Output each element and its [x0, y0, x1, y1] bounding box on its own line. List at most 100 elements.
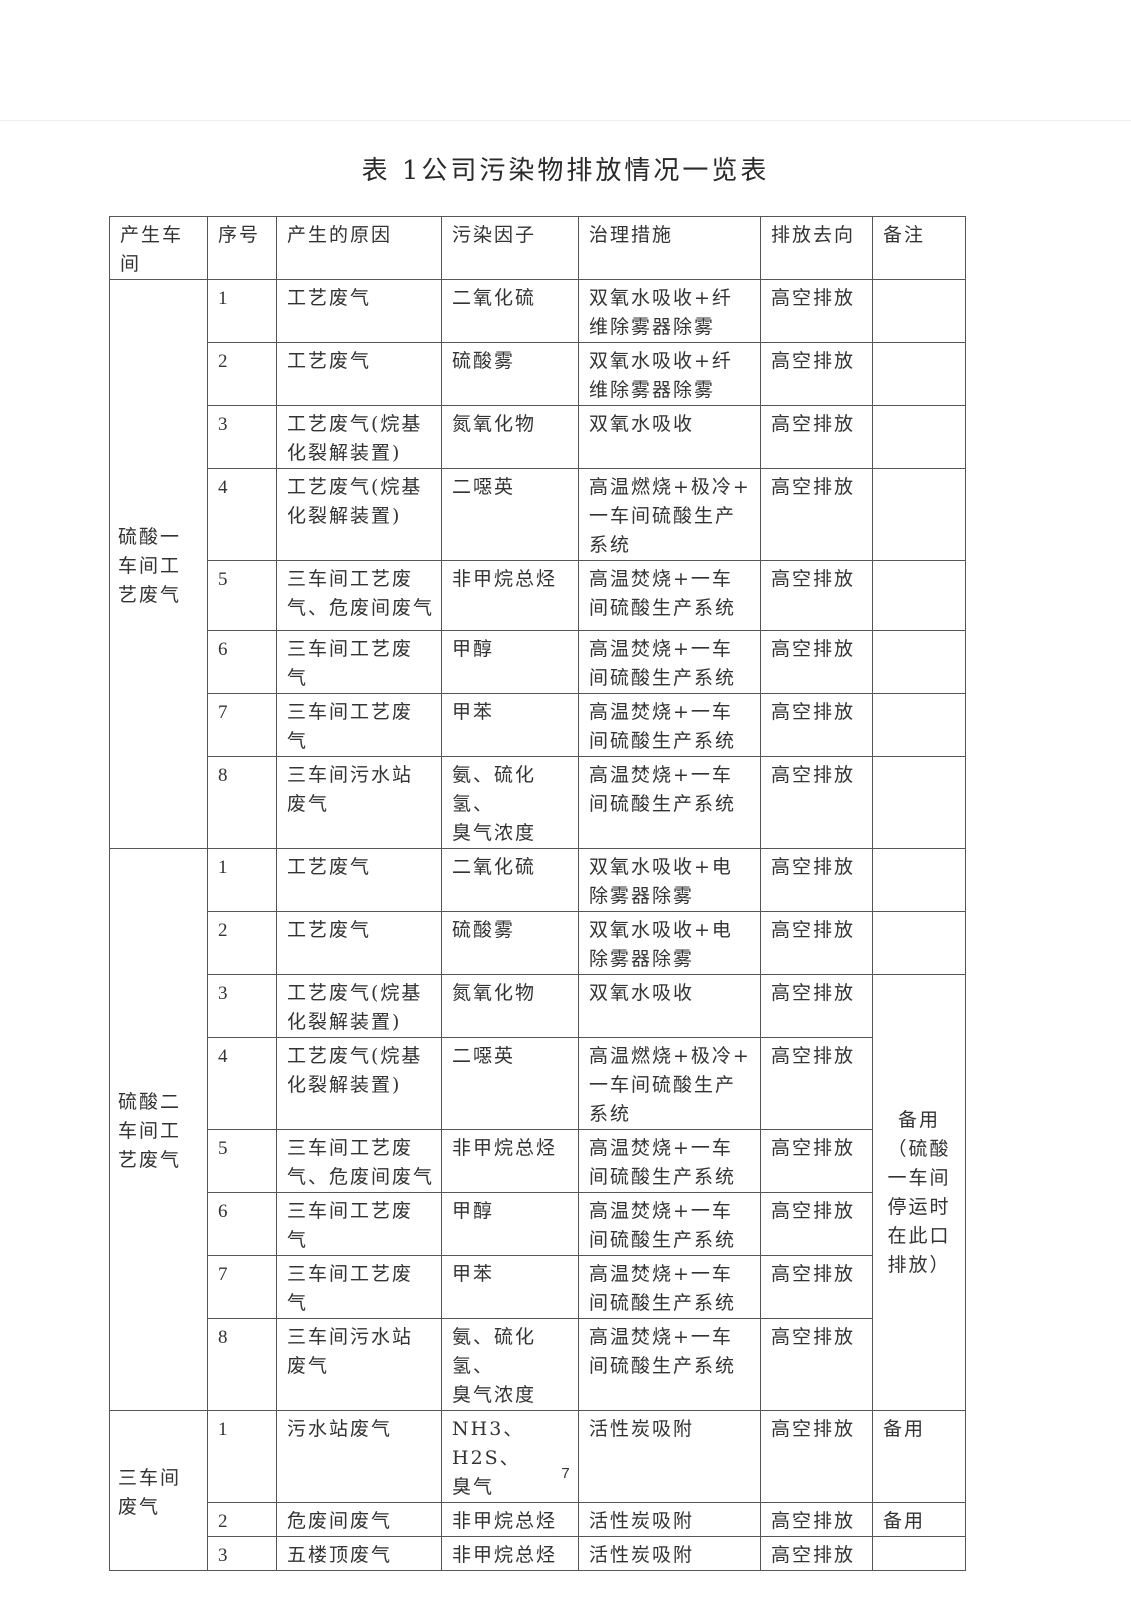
destination-cell: 高空排放: [760, 279, 873, 343]
cause-cell: 危废间废气: [276, 1502, 442, 1537]
treatment-cell: 双氧水吸收: [578, 974, 761, 1038]
treatment-cell: 活性炭吸附: [578, 1502, 761, 1537]
remark-cell: [872, 279, 966, 343]
destination-cell: 高空排放: [760, 1255, 873, 1319]
column-header: 产生的原因: [276, 216, 442, 280]
treatment-cell: 高温焚烧+一车 间硫酸生产系统: [578, 1129, 761, 1193]
destination-cell: 高空排放: [760, 342, 873, 406]
remark-cell: [872, 630, 966, 694]
column-header: 排放去向: [760, 216, 873, 280]
treatment-cell: 高温焚烧+一车 间硫酸生产系统: [578, 560, 761, 631]
column-header: 序号: [207, 216, 277, 280]
page-title: 表 1公司污染物排放情况一览表: [361, 156, 770, 186]
destination-cell: 高空排放: [760, 630, 873, 694]
pollutant-cell: 非甲烷总烃: [441, 1502, 579, 1537]
destination-cell: 高空排放: [760, 1037, 873, 1130]
pollutant-cell: 非甲烷总烃: [441, 1129, 579, 1193]
table-row: 7 三车间工艺废 气甲苯 高温焚烧+一车 间硫酸生产系统 高空排放: [110, 1255, 966, 1319]
treatment-cell: 高温焚烧+一车 间硫酸生产系统: [578, 630, 761, 694]
serial-number-cell: 5: [207, 1129, 277, 1193]
pollutant-cell: 甲苯: [441, 1255, 579, 1319]
table-row: 5 三车间工艺废 气、危废间废气 非甲烷总烃 高温焚烧+一车 间硫酸生产系统 高空排放: [110, 560, 966, 631]
table-row: 6 三车间工艺废 气甲醇 高温焚烧+一车 间硫酸生产系统 高空排放: [110, 1192, 966, 1256]
serial-number-cell: 8: [207, 756, 277, 849]
remark-cell: 备用: [872, 1502, 966, 1537]
serial-number-cell: 6: [207, 1192, 277, 1256]
serial-number-cell: 7: [207, 693, 277, 757]
cause-cell: 三车间污水站 废气: [276, 756, 442, 849]
treatment-cell: 高温焚烧+一车 间硫酸生产系统: [578, 1192, 761, 1256]
cause-cell: 三车间工艺废 气: [276, 1255, 442, 1319]
pollutant-cell: 甲苯: [441, 693, 579, 757]
destination-cell: 高空排放: [760, 1129, 873, 1193]
workshop-cell: 硫酸一 车间工 艺废气: [109, 279, 208, 849]
cause-cell: 工艺废气: [276, 279, 442, 343]
serial-number-cell: 1: [207, 848, 277, 912]
cause-cell: 五楼顶废气: [276, 1536, 442, 1571]
treatment-cell: 活性炭吸附: [578, 1410, 761, 1503]
pollutant-cell: 氮氧化物: [441, 974, 579, 1038]
remark-cell: [872, 342, 966, 406]
treatment-cell: 高温焚烧+一车 间硫酸生产系统: [578, 756, 761, 849]
remark-cell: [872, 848, 966, 912]
treatment-cell: 双氧水吸收+纤 维除雾器除雾: [578, 342, 761, 406]
column-header: 备注: [872, 216, 966, 280]
cause-cell: 三车间工艺废 气、危废间废气: [276, 1129, 442, 1193]
cause-cell: 工艺废气: [276, 911, 442, 975]
emissions-table: 产生车 间序号 产生的原因 污染因子 治理措施 排放去向 备注 硫酸一 车间工 艺废气 1 工艺…: [109, 216, 966, 1571]
treatment-cell: 双氧水吸收+电 除雾器除雾: [578, 848, 761, 912]
table-row: 2 工艺废气 硫酸雾 双氧水吸收+纤 维除雾器除雾 高空排放: [110, 342, 966, 406]
treatment-cell: 双氧水吸收+电 除雾器除雾: [578, 911, 761, 975]
serial-number-cell: 8: [207, 1318, 277, 1411]
remark-cell: [872, 911, 966, 975]
destination-cell: 高空排放: [760, 756, 873, 849]
serial-number-cell: 3: [207, 974, 277, 1038]
remark-cell: [872, 1536, 966, 1571]
table-row: 3 五楼顶废气 非甲烷总烃 活性炭吸附 高空排放: [110, 1536, 966, 1571]
table-row: 3 工艺废气(烷基 化裂解装置) 氮氧化物 双氧水吸收 高空排放: [110, 405, 966, 469]
serial-number-cell: 5: [207, 560, 277, 631]
cause-cell: 污水站废气: [276, 1410, 442, 1503]
workshop-cell: 三车间 废气: [109, 1410, 208, 1571]
treatment-cell: 高温焚烧+一车 间硫酸生产系统: [578, 1318, 761, 1411]
pollutant-cell: 二噁英: [441, 468, 579, 561]
serial-number-cell: 2: [207, 1502, 277, 1537]
cause-cell: 工艺废气(烷基 化裂解装置): [276, 405, 442, 469]
remark-cell: [872, 756, 966, 849]
treatment-cell: 高温焚烧+一车 间硫酸生产系统: [578, 1255, 761, 1319]
serial-number-cell: 2: [207, 342, 277, 406]
destination-cell: 高空排放: [760, 693, 873, 757]
destination-cell: 高空排放: [760, 1536, 873, 1571]
table-row: 6 三车间工艺废 气甲醇 高温焚烧+一车 间硫酸生产系统 高空排放: [110, 630, 966, 694]
pollutant-cell: 氮氧化物: [441, 405, 579, 469]
destination-cell: 高空排放: [760, 848, 873, 912]
serial-number-cell: 7: [207, 1255, 277, 1319]
treatment-cell: 活性炭吸附: [578, 1536, 761, 1571]
pollutant-cell: 甲醇: [441, 630, 579, 694]
pollutant-cell: 二氧化硫: [441, 848, 579, 912]
table-row: 4 工艺废气(烷基 化裂解装置) 二噁英 高温燃烧+极冷+ 一车间硫酸生产 系统 高空排…: [110, 468, 966, 561]
table-row: 8 三车间污水站 废气 氨、硫化氢、 臭气浓度 高温焚烧+一车 间硫酸生产系统 高空排放: [110, 1318, 966, 1411]
destination-cell: 高空排放: [760, 974, 873, 1038]
cause-cell: 工艺废气: [276, 342, 442, 406]
destination-cell: 高空排放: [760, 1502, 873, 1537]
cause-cell: 工艺废气: [276, 848, 442, 912]
serial-number-cell: 1: [207, 1410, 277, 1503]
treatment-cell: 双氧水吸收+纤 维除雾器除雾: [578, 279, 761, 343]
treatment-cell: 高温燃烧+极冷+ 一车间硫酸生产 系统: [578, 1037, 761, 1130]
table-row: 7 三车间工艺废 气甲苯 高温焚烧+一车 间硫酸生产系统 高空排放: [110, 693, 966, 757]
cause-cell: 工艺废气(烷基 化裂解装置): [276, 1037, 442, 1130]
serial-number-cell: 3: [207, 405, 277, 469]
remark-cell: [872, 560, 966, 631]
serial-number-cell: 4: [207, 1037, 277, 1130]
destination-cell: 高空排放: [760, 405, 873, 469]
column-header: 污染因子: [441, 216, 579, 280]
cause-cell: 工艺废气(烷基 化裂解装置): [276, 468, 442, 561]
pollutant-cell: 非甲烷总烃: [441, 560, 579, 631]
remark-cell: [872, 468, 966, 561]
remark-cell: 备用 （硫酸 一车间 停运时 在此口 排放）: [872, 974, 966, 1411]
pollutant-cell: 氨、硫化氢、 臭气浓度: [441, 1318, 579, 1411]
serial-number-cell: 3: [207, 1536, 277, 1571]
serial-number-cell: 2: [207, 911, 277, 975]
table-row: 5 三车间工艺废 气、危废间废气 非甲烷总烃 高温焚烧+一车 间硫酸生产系统 高空排放: [110, 1129, 966, 1193]
